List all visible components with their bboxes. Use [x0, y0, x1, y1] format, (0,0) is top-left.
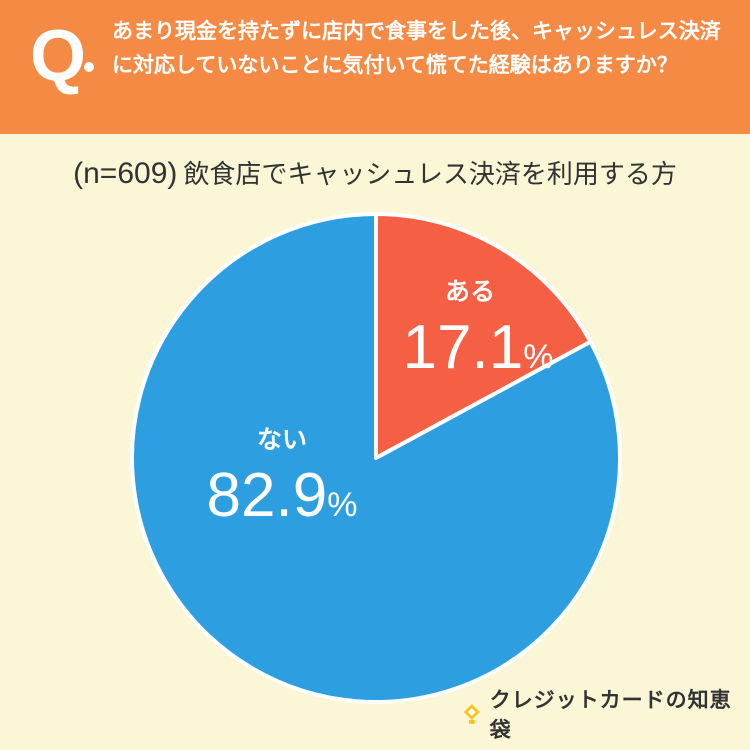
slice-label: ない [257, 425, 307, 454]
slice-aru [374, 212, 593, 460]
pie-labels: ある 17.1% ない 82.9% [207, 277, 554, 530]
slice-label: ある [445, 277, 495, 306]
q-mark: Q [30, 16, 87, 96]
pie-slices [130, 212, 622, 704]
question-text: あまり現金を持たずに店内で食事をした後、キャッシュレス決済に対応していないことに… [112, 19, 721, 77]
question-header: Q あまり現金を持たずに店内で食事をした後、キャッシュレス決済に対応していないこ… [0, 0, 750, 134]
lightbulb-icon [463, 704, 480, 724]
sample-size: (n=609) [73, 157, 178, 190]
q-dot [84, 62, 94, 72]
chart-subtitle: (n=609) 飲食店でキャッシュレス決済を利用する方 [0, 154, 750, 195]
logo-text: クレジットカードの知恵袋 [489, 688, 732, 742]
slice-nai [130, 212, 622, 704]
subtitle-text: 飲食店でキャッシュレス決済を利用する方 [183, 160, 677, 190]
brand-logo: クレジットカードの知恵袋 [460, 688, 750, 742]
slice-value: 17.1% [403, 313, 554, 382]
slice-value: 82.9% [207, 461, 358, 530]
